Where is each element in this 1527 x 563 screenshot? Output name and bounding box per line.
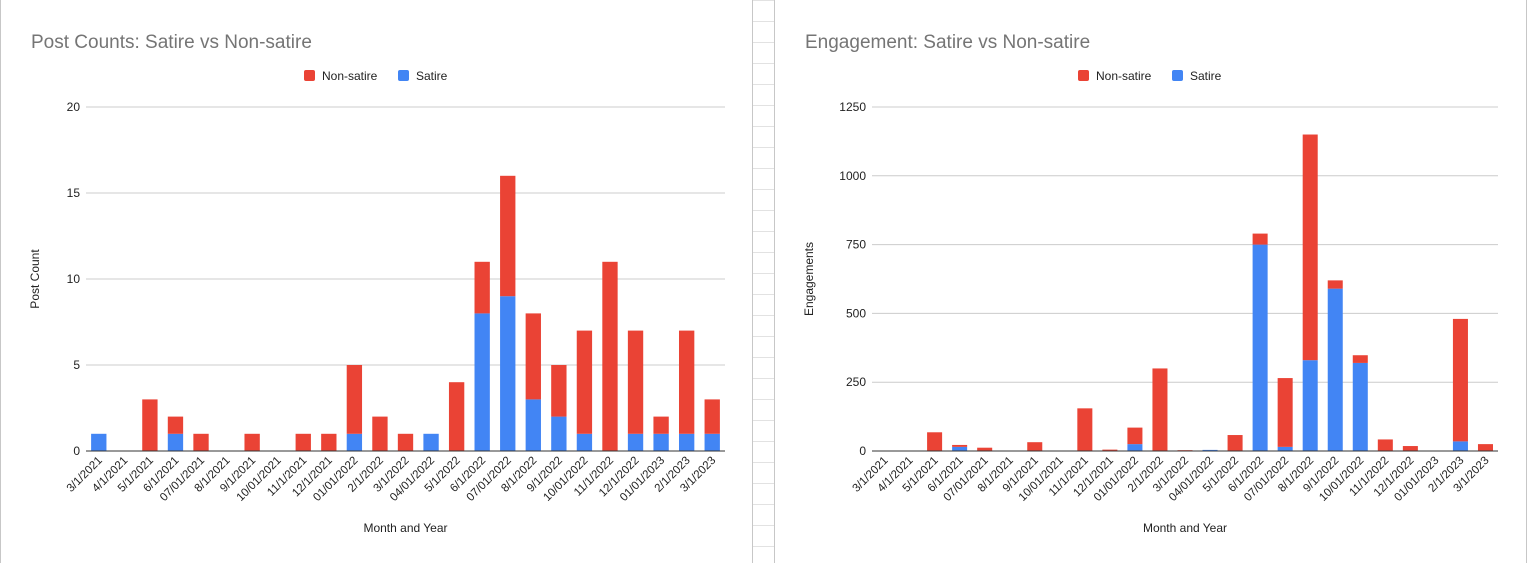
bar-non-satire-6 xyxy=(244,433,260,451)
bar-non-satire-14 xyxy=(1227,435,1243,451)
bar-non-satire-22 xyxy=(653,416,669,434)
y-tick-label: 250 xyxy=(846,375,866,389)
legend-label-satire: Satire xyxy=(416,69,448,83)
bar-non-satire-15 xyxy=(1252,233,1268,245)
bar-satire-17 xyxy=(525,399,541,451)
bar-non-satire-11 xyxy=(372,416,388,451)
bar-non-satire-15 xyxy=(474,261,490,314)
bar-non-satire-6 xyxy=(1027,442,1043,451)
bar-non-satire-21 xyxy=(1402,446,1418,451)
y-tick-label: 1000 xyxy=(839,169,866,183)
bar-satire-16 xyxy=(500,296,516,451)
bar-non-satire-4 xyxy=(977,447,993,451)
x-axis-title: Month and Year xyxy=(1143,521,1227,535)
bar-satire-13 xyxy=(423,433,439,451)
bar-non-satire-23 xyxy=(1452,318,1468,442)
y-axis-title: Engagements xyxy=(802,242,816,316)
y-axis-title: Post Count xyxy=(28,249,42,309)
bar-non-satire-10 xyxy=(1127,427,1143,445)
bar-non-satire-3 xyxy=(167,416,184,434)
post-counts-chart: Post Counts: Satire vs Non-satire Non-sat… xyxy=(28,32,725,535)
bar-non-satire-18 xyxy=(551,365,567,417)
bar-non-satire-2 xyxy=(142,399,158,451)
bar-non-satire-18 xyxy=(1327,280,1343,289)
bar-satire-0 xyxy=(91,433,107,451)
bar-non-satire-23 xyxy=(678,330,695,434)
bar-satire-24 xyxy=(704,433,720,451)
bar-non-satire-17 xyxy=(525,313,541,400)
bar-non-satire-11 xyxy=(1152,368,1168,451)
bar-non-satire-12 xyxy=(397,433,414,451)
bar-satire-22 xyxy=(653,433,669,451)
bar-non-satire-20 xyxy=(1377,439,1393,451)
bar-non-satire-21 xyxy=(627,330,644,434)
bar-non-satire-2 xyxy=(927,432,943,451)
bar-non-satire-9 xyxy=(1102,449,1118,451)
y-tick-label: 0 xyxy=(73,444,80,458)
bar-satire-18 xyxy=(1327,288,1343,451)
legend-label-non-satire: Non-satire xyxy=(322,69,378,83)
bar-non-satire-9 xyxy=(321,433,337,451)
bar-satire-3 xyxy=(952,446,968,451)
bar-non-satire-24 xyxy=(704,399,720,434)
bar-non-satire-16 xyxy=(500,175,516,297)
engagement-chart: Engagement: Satire vs Non-satire Non-sati… xyxy=(802,32,1498,535)
y-tick-label: 15 xyxy=(67,186,81,200)
bar-non-satire-19 xyxy=(1352,355,1368,363)
engagement-chart-panel: Engagement: Satire vs Non-satire Non-sati… xyxy=(774,0,1527,563)
legend-label-non-satire: Non-satire xyxy=(1096,69,1152,83)
bar-satire-23 xyxy=(1452,441,1468,451)
bar-non-satire-24 xyxy=(1477,444,1493,451)
bar-satire-21 xyxy=(627,433,644,451)
y-tick-label: 10 xyxy=(67,272,81,286)
legend-swatch-satire xyxy=(398,70,409,81)
legend-swatch-non-satire xyxy=(1078,70,1089,81)
bar-satire-23 xyxy=(678,433,695,451)
legend-label-satire: Satire xyxy=(1190,69,1222,83)
bar-non-satire-20 xyxy=(602,261,618,451)
bar-satire-15 xyxy=(474,313,490,451)
bar-satire-13 xyxy=(1202,449,1218,451)
chart-title: Engagement: Satire vs Non-satire xyxy=(805,32,1090,53)
bar-non-satire-10 xyxy=(346,365,363,434)
bar-satire-18 xyxy=(551,416,567,451)
legend-swatch-non-satire xyxy=(304,70,315,81)
bar-satire-16 xyxy=(1277,446,1293,451)
legend-swatch-satire xyxy=(1172,70,1183,81)
bar-satire-10 xyxy=(1127,444,1143,451)
y-tick-label: 5 xyxy=(73,358,80,372)
chart-title: Post Counts: Satire vs Non-satire xyxy=(31,32,312,53)
bar-non-satire-16 xyxy=(1277,378,1293,447)
y-tick-label: 750 xyxy=(846,238,866,252)
bar-non-satire-3 xyxy=(952,444,968,447)
bar-satire-10 xyxy=(346,433,363,451)
bar-satire-19 xyxy=(1352,362,1368,451)
bar-non-satire-14 xyxy=(448,382,465,451)
bar-satire-15 xyxy=(1252,244,1268,451)
bar-satire-3 xyxy=(167,433,184,451)
bar-satire-19 xyxy=(576,433,593,451)
bar-satire-17 xyxy=(1302,360,1318,451)
bar-non-satire-19 xyxy=(576,330,593,434)
bar-non-satire-8 xyxy=(1077,408,1093,451)
bar-non-satire-17 xyxy=(1302,134,1318,361)
bar-non-satire-8 xyxy=(295,433,311,451)
y-tick-label: 1250 xyxy=(839,100,866,114)
post-counts-chart-panel: Post Counts: Satire vs Non-satire Non-sat… xyxy=(0,0,753,563)
y-tick-label: 20 xyxy=(67,100,81,114)
y-tick-label: 500 xyxy=(846,306,866,320)
y-tick-label: 0 xyxy=(859,444,866,458)
bar-non-satire-4 xyxy=(193,433,209,451)
x-axis-title: Month and Year xyxy=(363,521,447,535)
